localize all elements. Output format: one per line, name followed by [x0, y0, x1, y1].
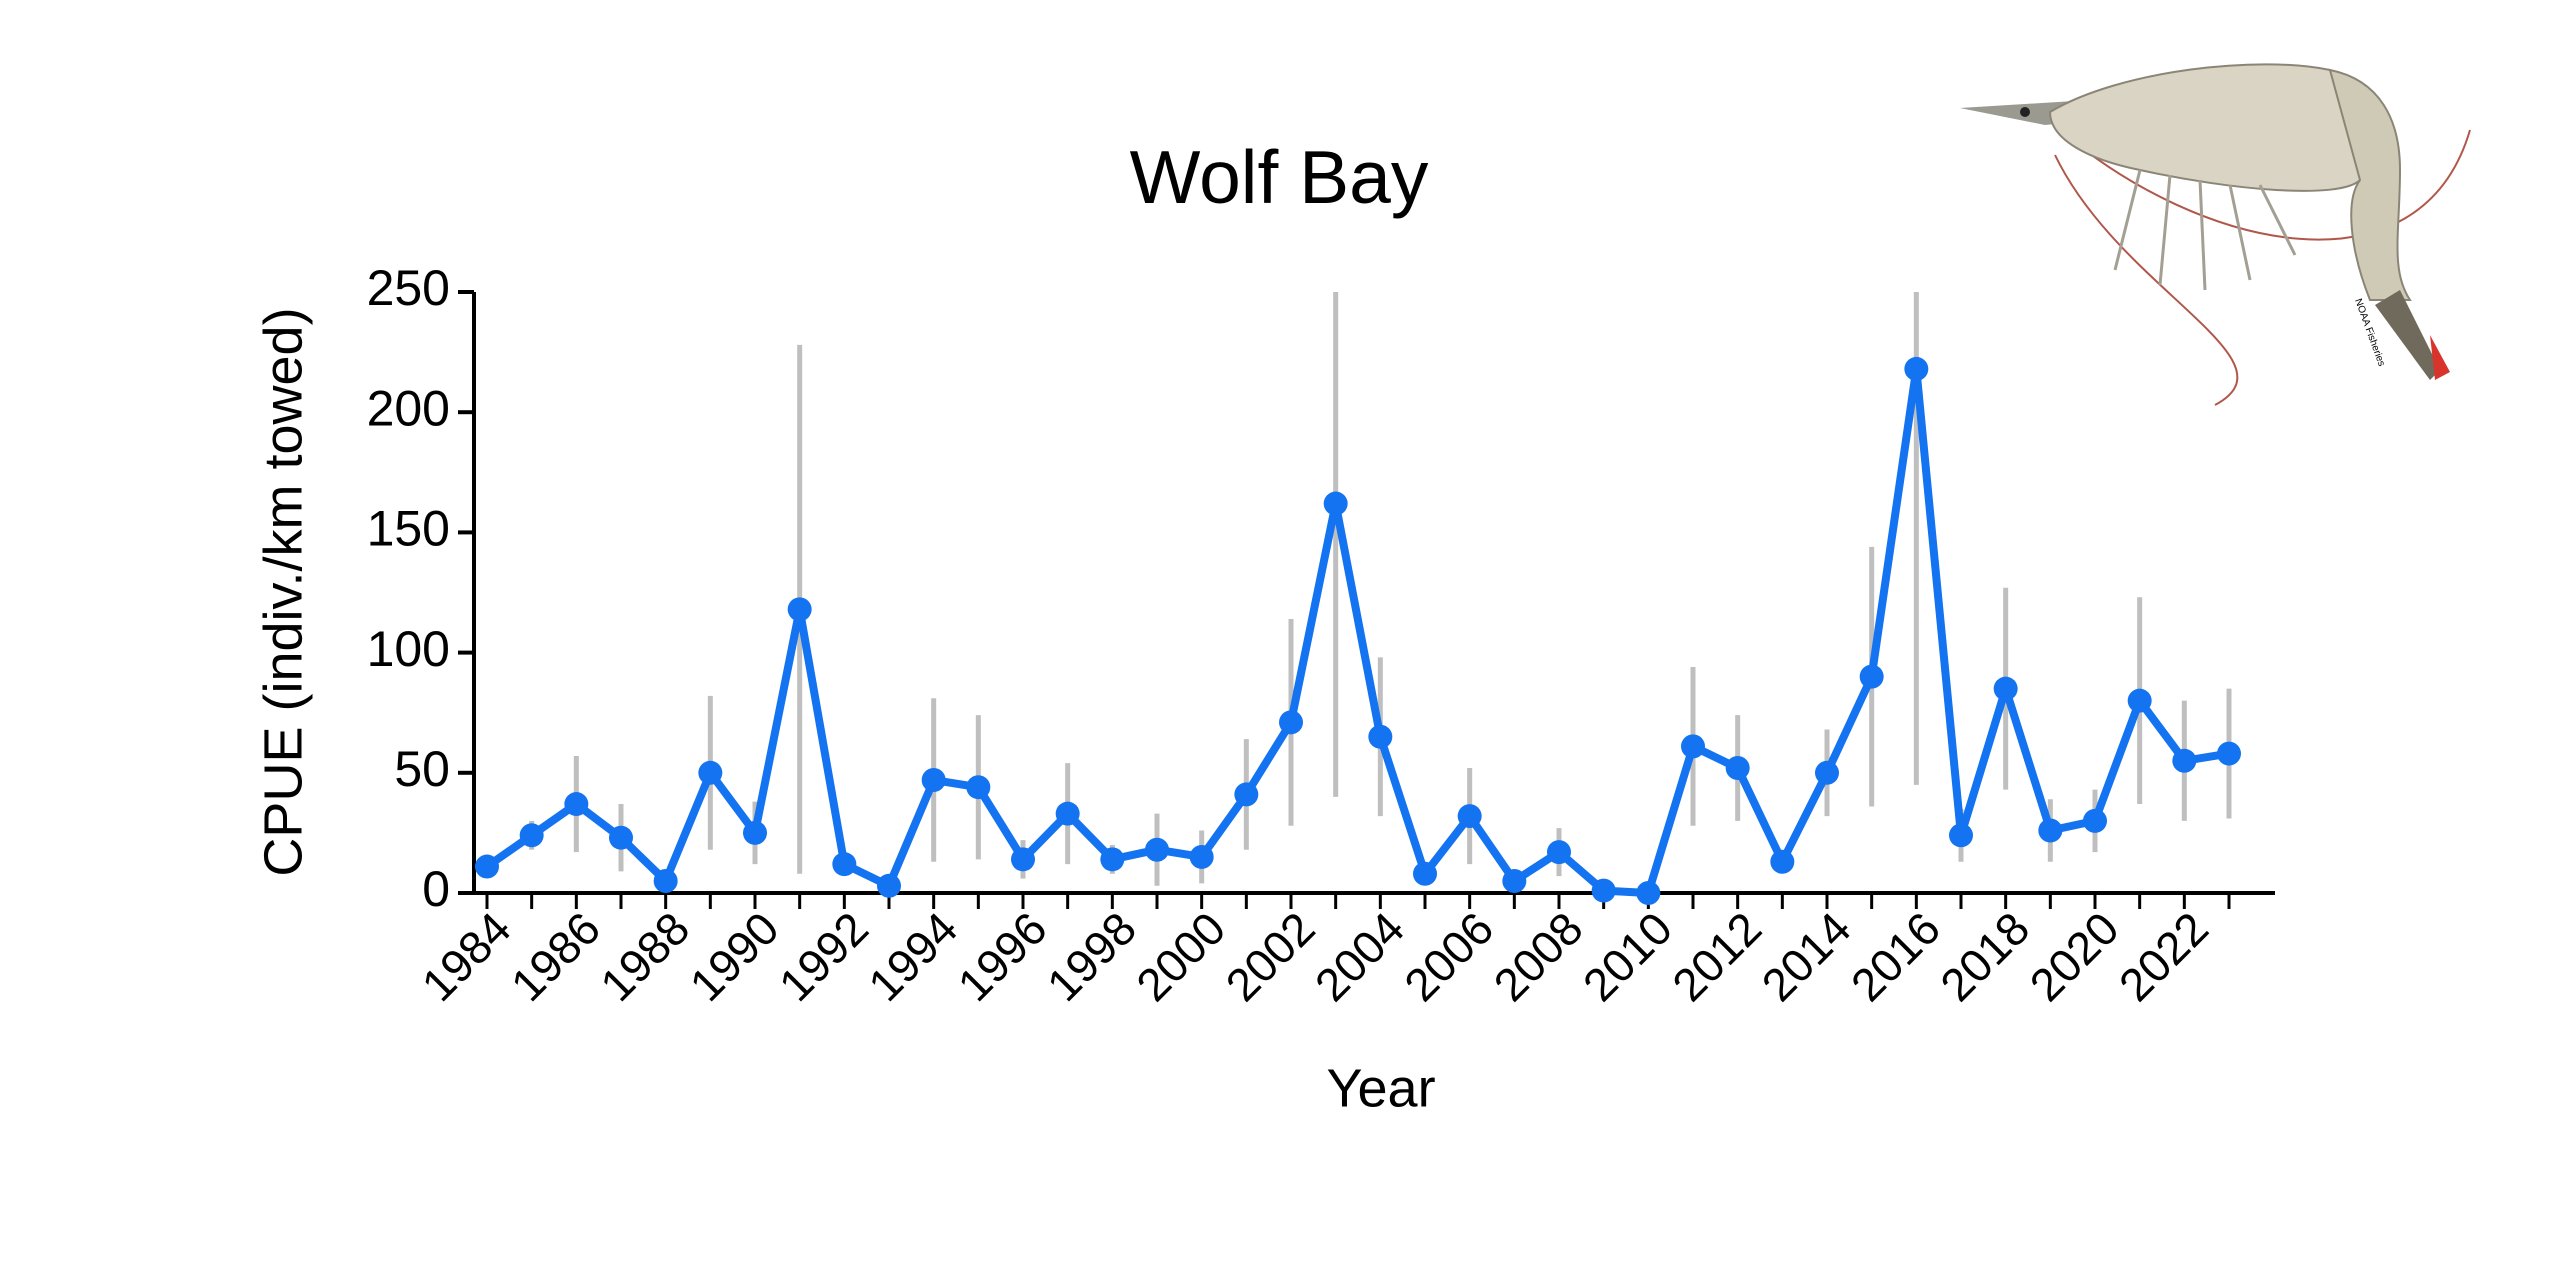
y-tick-label: 100	[367, 621, 450, 677]
data-point	[653, 868, 678, 893]
x-tick-label: 1994	[858, 902, 967, 1011]
data-point	[1859, 664, 1884, 689]
data-point	[1413, 861, 1437, 886]
data-point	[1591, 878, 1616, 903]
x-tick-label: 2004	[1305, 902, 1414, 1011]
y-tick-label: 150	[367, 501, 450, 557]
data-point	[1547, 840, 1571, 865]
x-tick-label: 1998	[1037, 902, 1146, 1011]
shrimp-illustration: NOAA Fisheries	[1960, 63, 2471, 406]
data-point	[1815, 760, 1839, 785]
data-point	[1100, 847, 1125, 872]
y-tick-label: 50	[394, 741, 450, 797]
data-point	[877, 873, 901, 898]
x-tick-label: 2000	[1126, 902, 1235, 1011]
x-axis-label: Year	[1326, 1058, 1435, 1118]
data-point	[1189, 844, 1214, 869]
y-tick-label: 200	[367, 380, 450, 436]
y-tick-label: 0	[422, 861, 450, 917]
x-tick-label: 2014	[1752, 902, 1861, 1011]
x-tick-label: 2002	[1216, 902, 1325, 1011]
x-tick-label: 2018	[1930, 902, 2039, 1011]
data-point	[1323, 491, 1348, 516]
data-point	[2127, 688, 2152, 713]
data-point	[1949, 823, 1973, 848]
x-tick-label: 1986	[501, 902, 610, 1011]
data-point	[1055, 801, 1080, 826]
data-point	[2172, 748, 2197, 773]
data-point	[1011, 847, 1035, 872]
y-tick-label: 250	[367, 260, 450, 316]
data-point	[1636, 881, 1661, 905]
x-tick-label: 1996	[948, 902, 1057, 1011]
x-tick-label: 1988	[590, 902, 699, 1011]
data-point	[1725, 755, 1750, 780]
x-tick-label: 1992	[769, 902, 878, 1011]
data-point	[609, 825, 633, 850]
data-point	[1770, 849, 1795, 874]
data-point	[2083, 808, 2107, 833]
data-point	[832, 852, 857, 877]
data-point	[743, 820, 767, 845]
data-point	[519, 823, 544, 848]
x-tick-label: 2008	[1484, 902, 1593, 1011]
data-point	[787, 597, 812, 622]
data-point	[2038, 818, 2063, 843]
x-tick-label: 2020	[2020, 902, 2129, 1011]
x-tick-label: 1984	[412, 902, 521, 1011]
data-point	[2217, 741, 2241, 766]
data-point	[1502, 868, 1527, 893]
data-point	[475, 854, 499, 879]
data-point	[1681, 734, 1705, 759]
data-point	[698, 760, 723, 785]
x-tick-label: 2016	[1841, 902, 1950, 1011]
x-tick-label: 2006	[1394, 902, 1503, 1011]
data-point	[1368, 724, 1393, 749]
data-point	[1234, 782, 1259, 807]
x-tick-label: 2012	[1662, 902, 1771, 1011]
data-point	[1457, 804, 1482, 829]
data-point	[1145, 837, 1169, 862]
x-tick-label: 2022	[2109, 902, 2218, 1011]
data-point	[966, 775, 991, 800]
data-point	[1279, 710, 1303, 735]
y-axis-label: CPUE (indiv./km towed)	[253, 307, 313, 876]
x-tick-label: 1990	[680, 902, 789, 1011]
series-line	[484, 364, 2230, 897]
data-point	[564, 792, 589, 817]
x-tick-label: 2010	[1573, 902, 1682, 1011]
chart-title: Wolf Bay	[1130, 135, 1429, 219]
data-point	[1993, 676, 2018, 701]
data-point	[1904, 356, 1929, 381]
data-point	[921, 768, 946, 793]
